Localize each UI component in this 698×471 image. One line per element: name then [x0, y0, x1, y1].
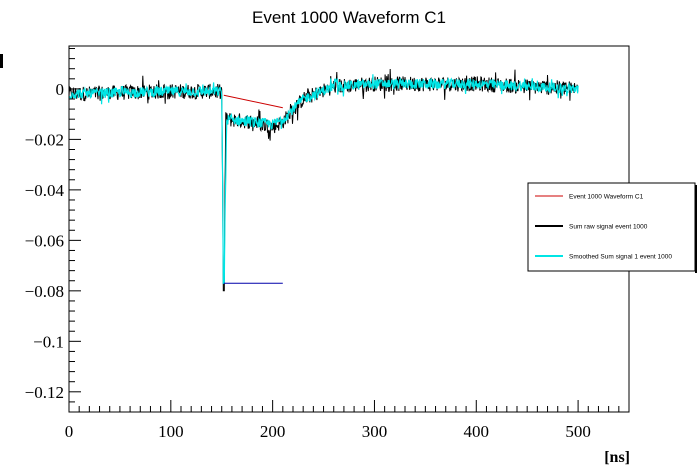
event-1000-waveform-c1-series	[223, 94, 283, 109]
y-tick-label: −0.1	[33, 332, 64, 351]
x-tick-label: 500	[565, 422, 591, 441]
y-tick-label: −0.04	[25, 181, 65, 200]
legend-shadow	[695, 185, 697, 273]
x-tick-label: 100	[158, 422, 184, 441]
plot-data-layer	[68, 68, 579, 292]
sum-raw-signal-event-1000-series	[68, 68, 579, 292]
clipped-tick-label	[0, 54, 3, 68]
x-tick-label: 300	[362, 422, 388, 441]
legend-label-sum-raw-signal-event-1000: Sum raw signal event 1000	[569, 224, 648, 231]
legend-label-smoothed-sum-signal-1-event-1000: Smoothed Sum signal 1 event 1000	[569, 254, 672, 261]
x-tick-label: 200	[260, 422, 286, 441]
x-tick-label: 400	[464, 422, 490, 441]
smoothed-sum-signal-1-event-1000-series	[68, 74, 579, 284]
y-tick-label: −0.12	[25, 383, 64, 402]
x-tick-label: 0	[65, 422, 74, 441]
chart-title: Event 1000 Waveform C1	[252, 8, 446, 27]
legend: Event 1000 Waveform C1 Sum raw signal eve…	[527, 182, 697, 273]
axes-layer: 0 100 200 300 400 500 0 −0.02 −0.04 −0.06 −0.08 −0.…	[0, 48, 630, 441]
y-tick-label: −0.02	[25, 130, 64, 149]
y-tick-label: −0.08	[25, 282, 64, 301]
legend-label-event-1000-waveform-c1: Event 1000 Waveform C1	[569, 194, 644, 201]
y-tick-label: −0.06	[25, 231, 64, 250]
y-tick-label: 0	[56, 80, 65, 99]
x-axis-title: [ns]	[604, 449, 630, 466]
